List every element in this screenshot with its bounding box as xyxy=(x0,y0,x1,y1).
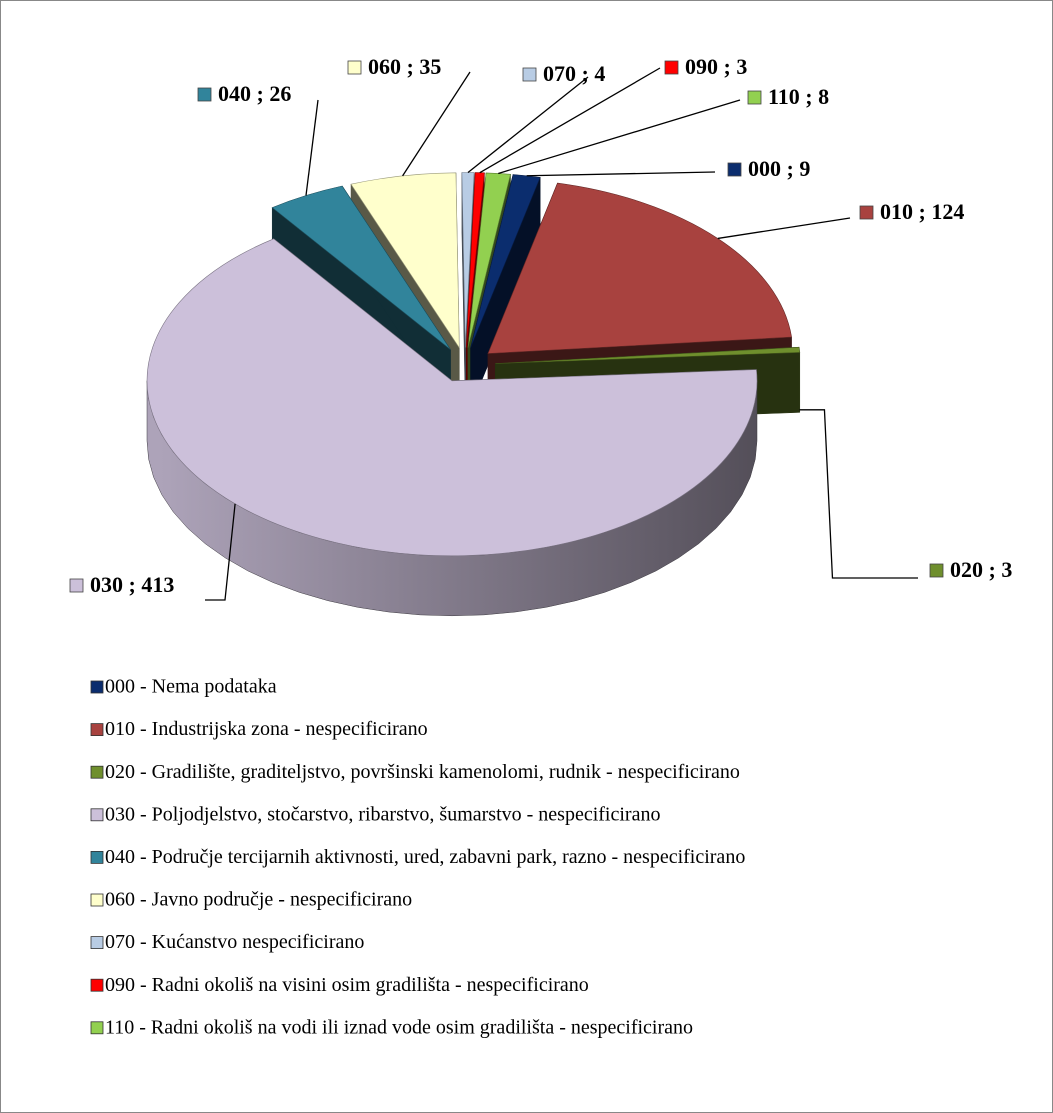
data-label: 030 ; 413 xyxy=(90,572,174,597)
legend-label: 110 - Radni okoliš na vodi ili iznad vod… xyxy=(105,1016,693,1038)
label-swatch xyxy=(522,67,537,82)
label-swatch xyxy=(197,87,212,102)
leader-line xyxy=(799,409,918,579)
leader-line xyxy=(526,171,716,177)
legend-swatch xyxy=(90,808,104,822)
leader-line xyxy=(717,217,851,240)
legend-label: 030 - Poljodjelstvo, stočarstvo, ribarst… xyxy=(105,803,660,825)
legend-swatch xyxy=(90,936,104,949)
data-label: 040 ; 26 xyxy=(218,81,291,106)
legend-label: 060 - Javno područje - nespecificirano xyxy=(105,889,412,911)
legend-swatch xyxy=(90,893,104,907)
legend-swatch xyxy=(90,723,104,736)
slice xyxy=(271,185,451,350)
data-label: 060 ; 35 xyxy=(368,54,441,79)
slice xyxy=(495,346,801,364)
leader-line xyxy=(467,76,589,174)
label-swatch xyxy=(727,162,742,177)
data-label: 110 ; 8 xyxy=(768,84,829,109)
legend-label: 010 - Industrijska zona - nespecificiran… xyxy=(105,718,428,740)
slice xyxy=(487,182,792,354)
legend-label: 000 - Nema podataka xyxy=(105,676,277,698)
data-label: 020 ; 3 xyxy=(950,557,1012,582)
label-swatch xyxy=(69,578,84,593)
leader-line xyxy=(305,99,319,196)
legend-label: 040 - Područje tercijarnih aktivnosti, u… xyxy=(105,846,745,868)
data-label: 070 ; 4 xyxy=(543,61,605,86)
legend-label: 020 - Gradilište, graditeljstvo, površin… xyxy=(105,761,740,783)
slice xyxy=(461,172,475,348)
legend-label: 090 - Radni okoliš na visini osim gradil… xyxy=(105,974,589,996)
legend-swatch xyxy=(90,765,104,779)
label-swatch xyxy=(859,205,874,220)
leader-line xyxy=(479,67,661,174)
legend-swatch xyxy=(90,680,104,694)
leader-line xyxy=(402,71,471,177)
data-label: 010 ; 124 xyxy=(880,199,964,224)
label-swatch xyxy=(347,60,362,75)
legend-swatch xyxy=(90,851,104,864)
data-label: 000 ; 9 xyxy=(748,156,810,181)
leader-line xyxy=(498,99,741,175)
data-label: 090 ; 3 xyxy=(685,54,747,79)
slice xyxy=(146,238,758,557)
label-swatch xyxy=(929,563,944,578)
label-swatch xyxy=(664,60,679,75)
legend-swatch xyxy=(90,1021,104,1035)
legend-swatch xyxy=(90,978,104,992)
legend-label: 070 - Kućanstvo nespecificirano xyxy=(105,931,364,953)
label-swatch xyxy=(747,90,762,105)
leader-line xyxy=(205,503,236,601)
